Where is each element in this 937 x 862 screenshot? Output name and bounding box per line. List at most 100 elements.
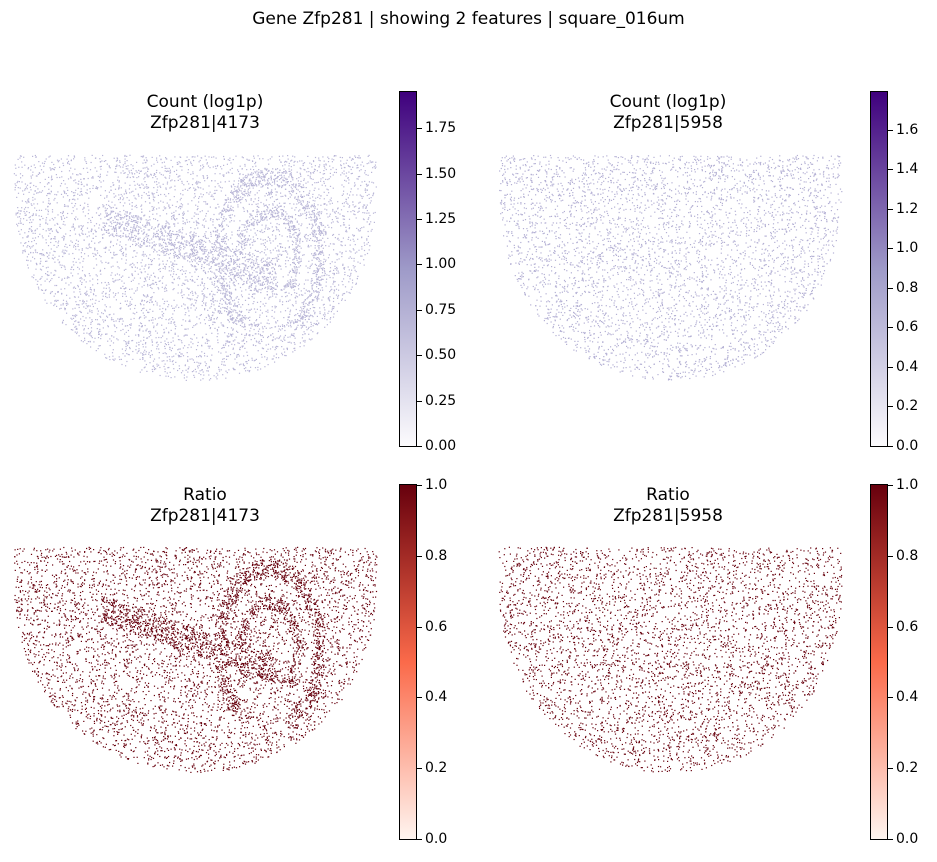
scatter-point [120,248,122,250]
scatter-point [131,232,133,234]
scatter-point [155,181,158,183]
scatter-point [282,250,284,252]
scatter-point [67,303,69,305]
scatter-point [76,327,78,329]
scatter-point [107,171,109,173]
scatter-point [105,306,107,308]
scatter-point [34,154,36,157]
scatter-point [316,182,318,184]
scatter-point [314,254,316,256]
scatter-point [348,257,350,259]
scatter-point [332,243,334,245]
scatter-point [90,346,92,348]
scatter-point [157,344,159,346]
scatter-point [143,351,145,353]
scatter-point [249,213,251,215]
scatter-point [210,360,212,362]
scatter-point [179,252,181,254]
scatter-point [140,227,142,229]
scatter-point [263,260,265,262]
scatter-point [156,283,158,286]
scatter-point [255,234,257,236]
scatter-point [71,198,74,200]
scatter-point [142,155,144,157]
scatter-point [302,303,305,305]
scatter-point [141,204,143,206]
scatter-point [144,277,146,280]
scatter-point [158,264,160,266]
scatter-point [316,298,318,301]
scatter-point [168,253,170,256]
scatter-point [119,197,121,199]
scatter-point [289,341,291,343]
scatter-point [372,195,374,197]
scatter-point [322,304,324,306]
scatter-point [86,300,88,302]
scatter-point [194,193,196,195]
scatter-point [196,250,199,252]
scatter-point [283,317,285,319]
scatter-point [163,288,166,290]
scatter-point [260,215,262,217]
scatter-point [85,293,87,296]
scatter-point [84,202,86,204]
scatter-point [133,277,136,279]
scatter-point [348,224,350,226]
scatter-point [295,198,297,200]
scatter-point [314,165,316,167]
scatter-point [209,294,211,296]
scatter-point [220,245,222,247]
scatter-point [158,352,160,354]
scatter-point [48,156,50,158]
scatter-point [141,208,143,210]
scatter-point [86,332,88,334]
scatter-point [168,343,170,346]
scatter-point [311,239,314,242]
scatter-point [94,247,96,249]
scatter-point [148,331,150,333]
scatter-point [74,179,76,181]
scatter-point [335,288,338,290]
scatter-point [294,278,296,280]
scatter-point [180,193,182,195]
scatter-point [86,293,88,295]
scatter-point [24,232,26,234]
scatter-point [194,281,196,283]
scatter-point [161,233,164,235]
scatter-point [246,280,248,282]
scatter-point [236,272,238,274]
scatter-point [257,330,260,332]
scatter-point [300,294,303,296]
scatter-point [74,168,76,170]
scatter-point [263,231,266,233]
scatter-point [71,226,73,228]
scatter-point [312,193,314,195]
scatter-point [20,229,22,231]
scatter-point [329,199,331,201]
panel-title-line2: Zfp281|4173 [20,113,390,134]
scatter-point [146,301,148,303]
scatter-point [249,316,251,318]
scatter-point [67,212,69,215]
scatter-point [280,329,282,331]
scatter-point [56,246,58,248]
scatter-point [94,253,96,255]
scatter-point [168,170,170,172]
scatter-point [221,347,223,349]
scatter-point [278,249,280,251]
scatter-point [259,182,261,184]
scatter-point [333,155,335,157]
scatter-point [309,291,311,293]
scatter-point [323,307,325,309]
scatter-point [290,172,292,174]
scatter-point [180,292,182,294]
scatter-point [78,268,80,270]
scatter-point [164,345,166,347]
scatter-point [283,223,285,225]
scatter-point [64,266,66,268]
scatter-point [139,246,141,248]
scatter-point [26,259,28,261]
scatter-point [160,337,162,339]
scatter-point [250,286,252,288]
scatter-point [352,210,354,212]
